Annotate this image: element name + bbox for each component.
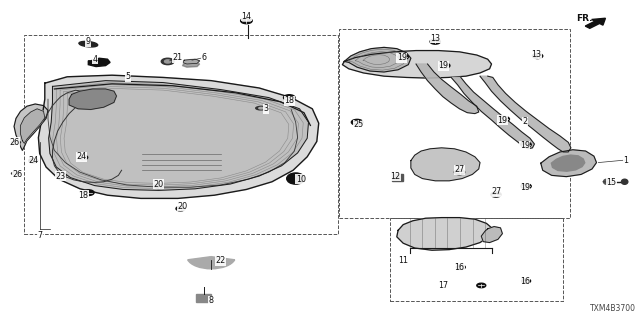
Circle shape bbox=[176, 206, 185, 211]
Text: 26: 26 bbox=[13, 170, 23, 179]
Text: 24: 24 bbox=[77, 152, 87, 161]
Polygon shape bbox=[182, 59, 200, 64]
Circle shape bbox=[454, 170, 465, 175]
Polygon shape bbox=[481, 227, 502, 243]
Circle shape bbox=[440, 63, 450, 68]
Text: 7: 7 bbox=[37, 231, 42, 240]
Text: 16: 16 bbox=[520, 277, 530, 286]
Circle shape bbox=[398, 54, 408, 60]
Polygon shape bbox=[411, 148, 480, 181]
Circle shape bbox=[161, 58, 174, 65]
Text: 5: 5 bbox=[125, 72, 131, 81]
Ellipse shape bbox=[12, 172, 20, 175]
Polygon shape bbox=[88, 58, 110, 67]
Bar bbox=[390, 218, 563, 301]
Circle shape bbox=[477, 283, 486, 288]
Text: 16: 16 bbox=[454, 263, 465, 272]
Text: 19: 19 bbox=[520, 141, 530, 150]
Polygon shape bbox=[20, 109, 45, 143]
Polygon shape bbox=[182, 62, 200, 67]
Text: 13: 13 bbox=[531, 50, 541, 59]
Text: 20: 20 bbox=[154, 180, 164, 188]
Ellipse shape bbox=[621, 179, 628, 184]
Ellipse shape bbox=[259, 108, 264, 109]
Polygon shape bbox=[344, 47, 411, 72]
Polygon shape bbox=[551, 155, 585, 171]
Ellipse shape bbox=[256, 107, 266, 110]
Circle shape bbox=[491, 192, 501, 197]
Text: 3: 3 bbox=[263, 104, 268, 113]
Text: 17: 17 bbox=[438, 281, 448, 290]
Text: 19: 19 bbox=[438, 61, 449, 70]
Circle shape bbox=[522, 279, 531, 283]
Text: 22: 22 bbox=[216, 256, 226, 265]
Text: 19: 19 bbox=[497, 116, 508, 124]
Bar bbox=[24, 35, 338, 234]
Ellipse shape bbox=[287, 173, 305, 184]
Bar bbox=[196, 294, 211, 302]
Circle shape bbox=[499, 116, 509, 122]
Text: 27: 27 bbox=[491, 188, 501, 196]
Polygon shape bbox=[49, 81, 308, 190]
Circle shape bbox=[521, 184, 531, 189]
Polygon shape bbox=[480, 76, 571, 152]
Polygon shape bbox=[38, 75, 319, 198]
Text: 26: 26 bbox=[9, 138, 19, 147]
Text: 24: 24 bbox=[28, 156, 38, 164]
Text: 4: 4 bbox=[92, 55, 97, 64]
Circle shape bbox=[430, 39, 440, 44]
Ellipse shape bbox=[14, 142, 18, 143]
Circle shape bbox=[241, 18, 252, 24]
Text: FR.: FR. bbox=[576, 14, 593, 23]
Circle shape bbox=[351, 119, 363, 125]
Ellipse shape bbox=[604, 179, 610, 184]
Text: 27: 27 bbox=[454, 165, 465, 174]
Ellipse shape bbox=[58, 175, 63, 176]
Bar bbox=[392, 174, 403, 181]
Circle shape bbox=[83, 190, 94, 196]
Text: 23: 23 bbox=[56, 172, 66, 180]
Circle shape bbox=[284, 95, 295, 100]
Text: 2: 2 bbox=[522, 117, 527, 126]
Circle shape bbox=[164, 60, 171, 63]
Ellipse shape bbox=[12, 141, 20, 144]
Circle shape bbox=[521, 142, 531, 147]
Text: TXM4B3700: TXM4B3700 bbox=[589, 304, 636, 313]
Ellipse shape bbox=[14, 173, 18, 174]
Circle shape bbox=[154, 184, 163, 188]
FancyArrow shape bbox=[585, 18, 605, 28]
Text: 19: 19 bbox=[520, 183, 530, 192]
Polygon shape bbox=[342, 51, 492, 78]
Polygon shape bbox=[416, 64, 479, 114]
Circle shape bbox=[79, 155, 88, 160]
Ellipse shape bbox=[56, 174, 66, 177]
Text: 9: 9 bbox=[86, 37, 91, 46]
Text: 15: 15 bbox=[606, 178, 616, 187]
Circle shape bbox=[29, 158, 38, 163]
Text: 11: 11 bbox=[398, 256, 408, 265]
Text: 10: 10 bbox=[296, 175, 306, 184]
Text: 12: 12 bbox=[390, 172, 401, 180]
Polygon shape bbox=[397, 218, 493, 250]
Polygon shape bbox=[541, 150, 596, 177]
Text: 19: 19 bbox=[397, 53, 407, 62]
Text: 8: 8 bbox=[209, 296, 214, 305]
Text: 18: 18 bbox=[78, 191, 88, 200]
Bar bbox=[339, 29, 570, 218]
Circle shape bbox=[532, 53, 543, 59]
Ellipse shape bbox=[79, 41, 98, 47]
Text: 20: 20 bbox=[177, 202, 188, 211]
Text: 25: 25 bbox=[353, 120, 364, 129]
Text: 18: 18 bbox=[284, 96, 294, 105]
Text: 13: 13 bbox=[430, 34, 440, 43]
Polygon shape bbox=[451, 77, 534, 149]
Text: 1: 1 bbox=[623, 156, 628, 164]
Wedge shape bbox=[188, 257, 235, 269]
Circle shape bbox=[456, 265, 465, 269]
Polygon shape bbox=[69, 89, 116, 109]
Polygon shape bbox=[14, 104, 48, 150]
Text: 14: 14 bbox=[241, 12, 252, 20]
Text: 21: 21 bbox=[173, 53, 183, 62]
Text: 6: 6 bbox=[201, 53, 206, 62]
